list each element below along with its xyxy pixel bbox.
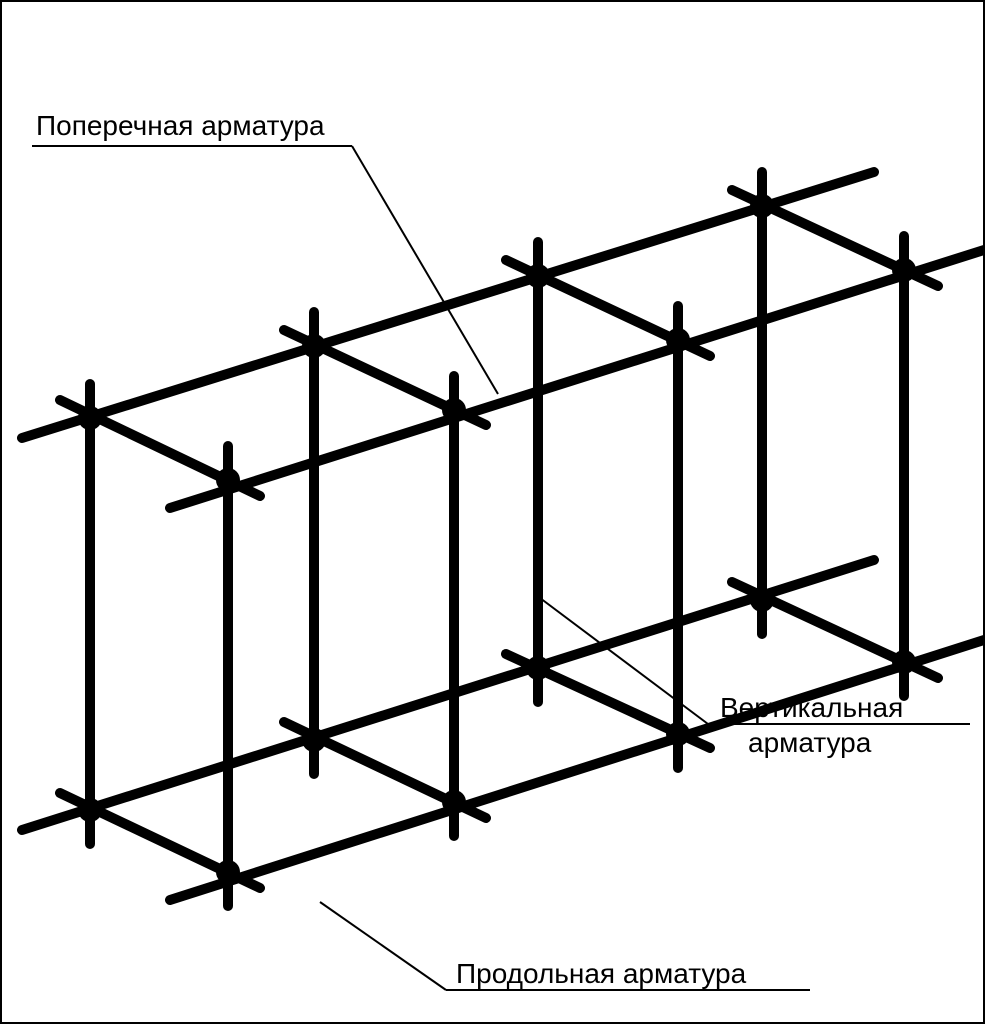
label-vertical-rebar: Вертикальная арматура (720, 690, 903, 760)
diagram-canvas: Поперечная арматура Вертикальная арматур… (0, 0, 985, 1024)
label-transverse-rebar: Поперечная арматура (36, 108, 325, 143)
label-vertical-line1: Вертикальная (720, 692, 903, 723)
label-vertical-line2: арматура (720, 725, 871, 760)
label-longitudinal-rebar: Продольная арматура (456, 956, 746, 991)
rebar-diagram-svg (0, 0, 985, 1024)
